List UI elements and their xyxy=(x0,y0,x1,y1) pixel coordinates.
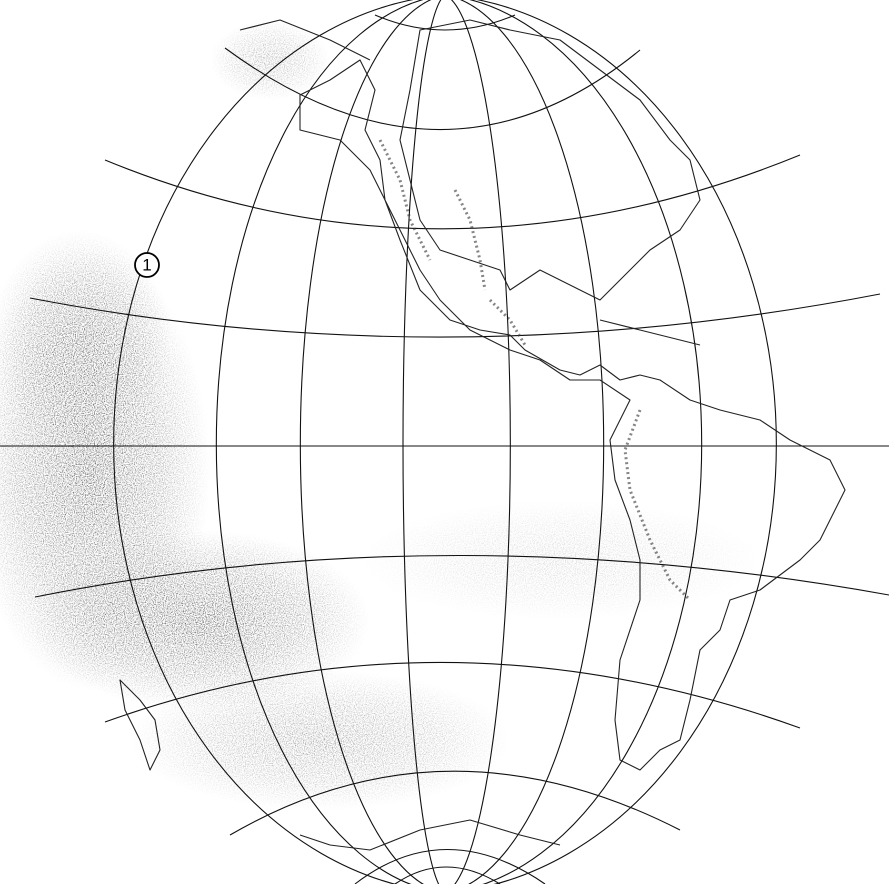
coastlines xyxy=(119,19,846,851)
annotation: 1 xyxy=(134,252,160,278)
density-shading xyxy=(0,20,760,810)
annotation-label: 1 xyxy=(142,255,151,274)
relief xyxy=(378,139,692,602)
annotation-circle xyxy=(134,252,160,278)
parallels xyxy=(0,14,889,884)
